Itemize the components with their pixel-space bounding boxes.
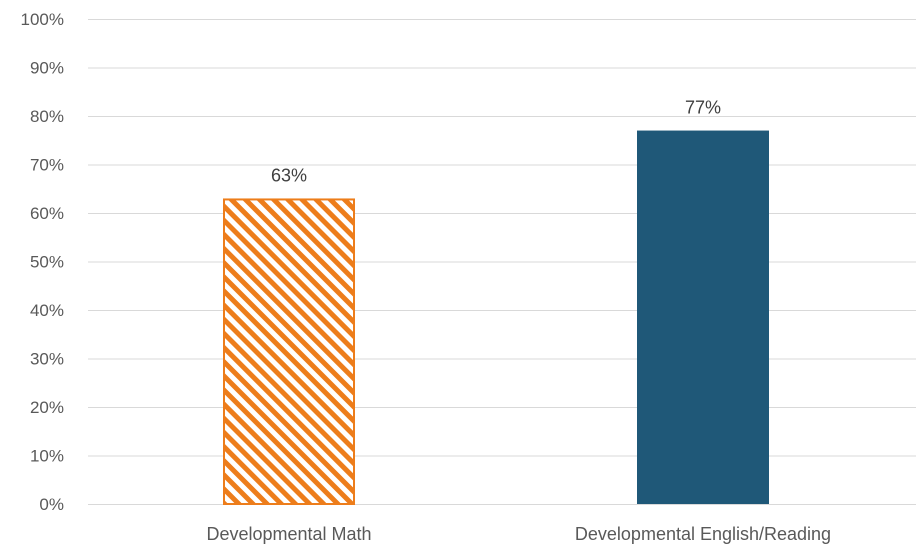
y-axis-tick-labels: 0% 10% 20% 30% 40% 50% 60% 70% 80% 90% 100% bbox=[21, 10, 64, 514]
y-tick-label: 40% bbox=[30, 301, 64, 320]
category-label-1: Developmental Math bbox=[206, 524, 371, 544]
y-tick-label: 50% bbox=[30, 253, 64, 272]
x-axis-category-labels: Developmental Math Developmental English/… bbox=[206, 524, 831, 544]
y-tick-label: 0% bbox=[39, 495, 64, 514]
y-tick-label: 30% bbox=[30, 350, 64, 369]
y-tick-label: 80% bbox=[30, 107, 64, 126]
y-tick-label: 10% bbox=[30, 447, 64, 466]
bar-2 bbox=[637, 130, 769, 505]
bars bbox=[223, 130, 769, 505]
y-tick-label: 70% bbox=[30, 156, 64, 175]
data-label-1: 63% bbox=[271, 165, 307, 185]
data-labels: 63% 77% bbox=[271, 98, 721, 186]
y-tick-label: 100% bbox=[21, 10, 64, 29]
gridlines bbox=[88, 19, 916, 505]
y-tick-label: 90% bbox=[30, 59, 64, 78]
data-label-2: 77% bbox=[685, 98, 721, 118]
bar-1 bbox=[223, 198, 355, 505]
y-tick-label: 60% bbox=[30, 204, 64, 223]
y-tick-label: 20% bbox=[30, 398, 64, 417]
category-label-2: Developmental English/Reading bbox=[575, 524, 831, 544]
